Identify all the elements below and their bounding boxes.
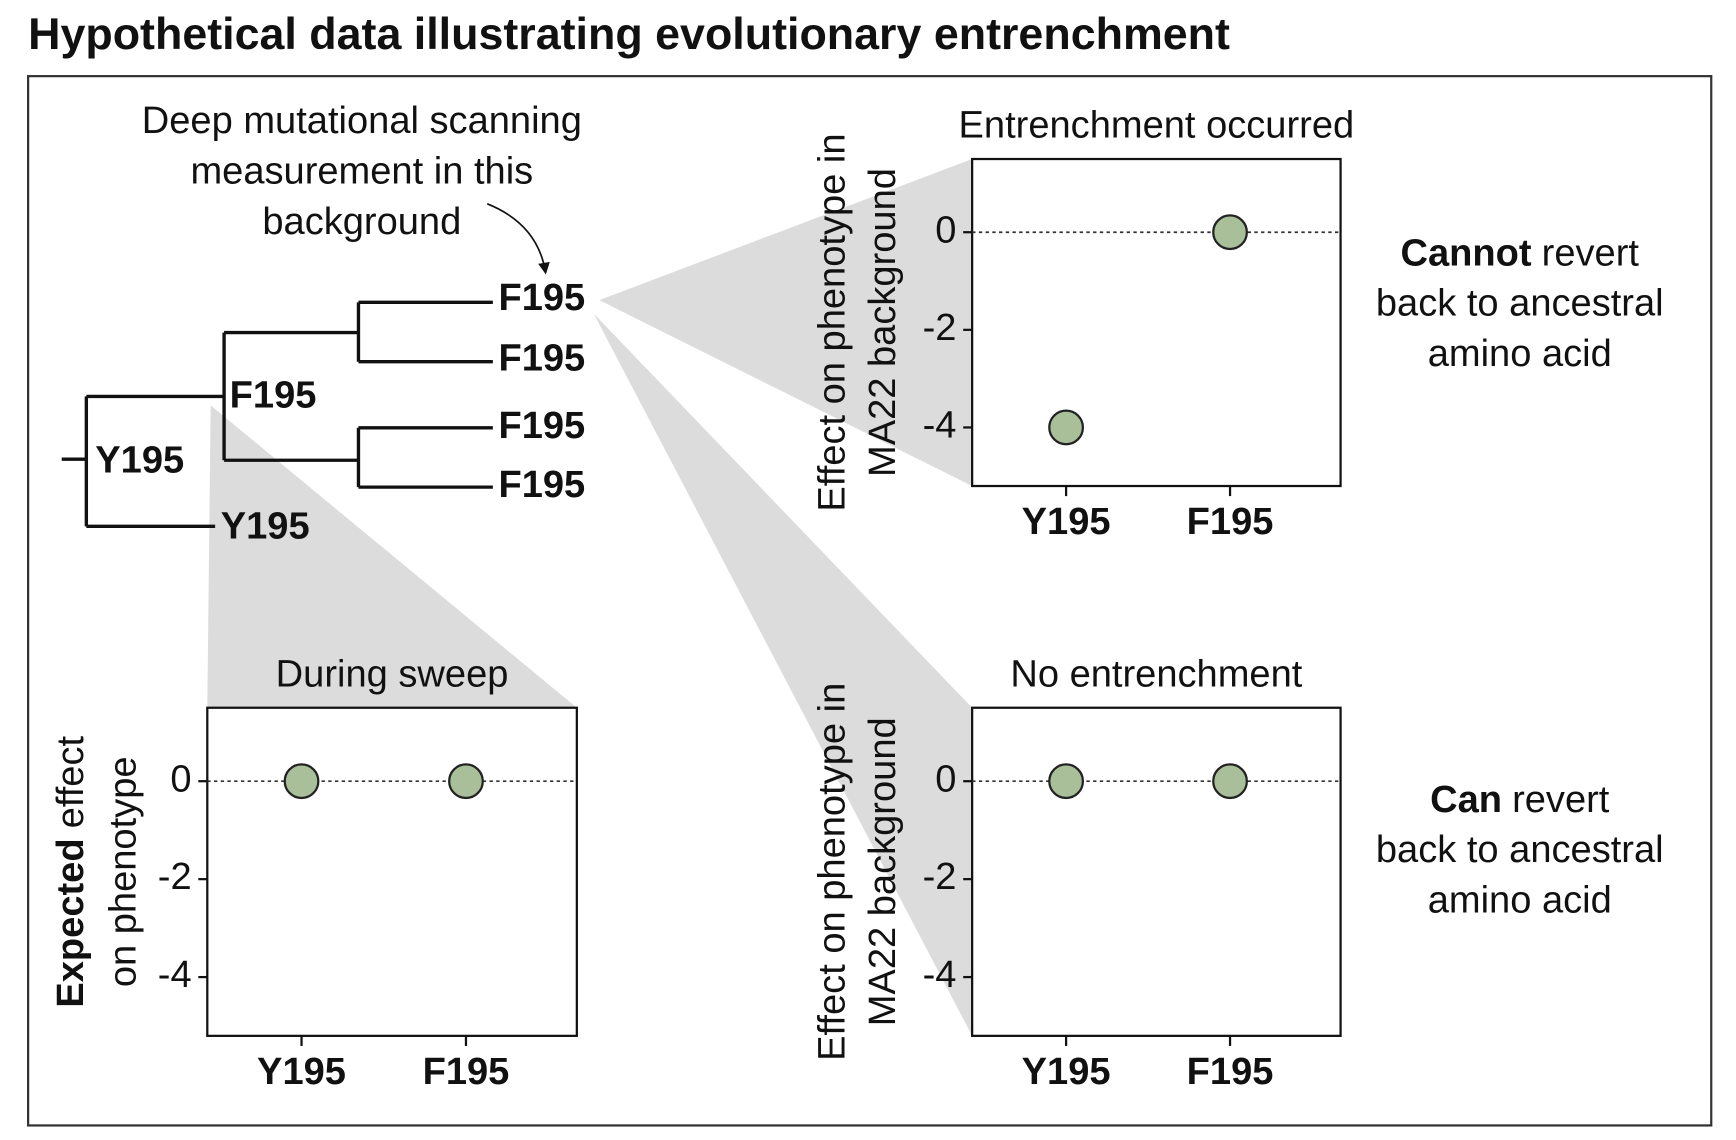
x-tick-label: Y195 [1022,1051,1111,1093]
tree [61,300,493,529]
y-axis-label-part: effect [50,736,92,829]
y-tick-label: -4 [158,954,192,996]
data-point [448,763,484,800]
side-note-part: Cannot [1401,232,1532,274]
side-note: amino acid [1428,333,1612,375]
tree-branch [222,330,359,462]
y-axis-label: MA22 background [862,168,904,477]
y-tick-label: -2 [923,307,957,349]
y-axis-label-part: MA22 background [862,168,904,477]
y-tick-label: 0 [170,758,191,800]
y-axis-label: MA22 background [862,717,904,1026]
side-note-part: back to ancestral [1376,283,1664,325]
tree-node-label: F195 [230,375,317,417]
y-tick-label: -4 [923,954,957,996]
y-axis-label-part: Effect on phenotype in [811,683,853,1061]
zoom-wedge [593,313,973,1036]
x-tick-label: F195 [1187,501,1274,543]
annotation-arrow [486,203,550,275]
y-axis-label-part: on phenotype [103,756,145,987]
plot-area [971,157,1342,488]
side-note: back to ancestral [1376,283,1664,325]
plot-area [206,706,578,1037]
side-note-part: amino acid [1428,333,1612,375]
y-axis-label-part: Expected [50,838,92,1007]
panel-border [26,75,1713,1127]
zoom-wedge [207,405,577,708]
side-note: Can revert [1430,779,1610,821]
y-tick-label: 0 [935,209,956,251]
data-point [1212,763,1248,800]
annotation-line: background [262,201,461,243]
chart-title: During sweep [276,653,509,695]
side-note-part: amino acid [1428,880,1612,922]
y-tick-label: -4 [923,405,957,447]
y-axis-label: on phenotype [103,756,145,987]
data-point [283,763,320,800]
side-note-part: back to ancestral [1376,829,1664,871]
tree-node-label: F195 [498,277,585,319]
y-axis-label: Effect on phenotype in [811,683,853,1061]
side-note: amino acid [1428,880,1612,922]
side-note-part: revert [1542,232,1640,274]
y-tick-label: -2 [923,856,957,898]
annotation-line: Deep mutational scanning [142,100,582,142]
tree-branch [61,394,225,529]
tree-node-label: Y195 [95,440,184,482]
data-point [1048,409,1085,446]
tree-node-label: F195 [498,405,585,447]
y-axis-label: Expected effect [50,736,92,1008]
plot-area [971,706,1342,1037]
y-axis-label-part: MA22 background [862,717,904,1026]
side-note: Cannot revert [1401,232,1640,274]
tree-node-label: F195 [498,464,585,506]
y-axis-label: Effect on phenotype in [811,133,853,511]
tree-branch [356,426,493,489]
x-tick-label: F195 [423,1051,510,1093]
x-tick-label: F195 [1187,1051,1274,1093]
figure-title: Hypothetical data illustrating evolution… [28,9,1230,59]
tree-node-label: F195 [498,338,585,380]
x-tick-label: Y195 [257,1051,346,1093]
side-note: back to ancestral [1376,829,1664,871]
zoom-wedge [599,159,973,487]
y-tick-label: 0 [935,758,956,800]
side-note-part: Can [1430,779,1502,821]
data-point [1048,763,1085,800]
chart-title: No entrenchment [1010,653,1302,695]
x-tick-label: Y195 [1022,501,1111,543]
y-axis-label-part: Effect on phenotype in [811,133,853,511]
tree-node-label: Y195 [221,506,310,548]
annotation-line: measurement in this [190,151,533,193]
data-point [1212,214,1248,251]
side-note-part: revert [1512,779,1610,821]
chart-title: Entrenchment occurred [959,105,1355,147]
tree-branch [356,300,493,364]
y-tick-label: -2 [158,856,192,898]
